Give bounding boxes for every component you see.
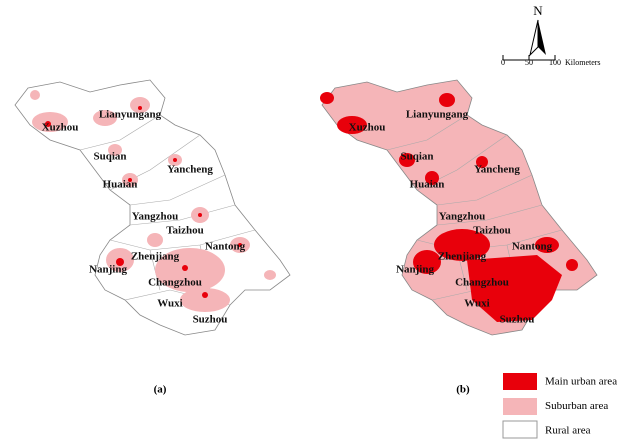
city-label: Yangzhou	[439, 211, 485, 223]
panel-label: (b)	[456, 384, 470, 396]
legend-label: Main urban area	[545, 376, 617, 388]
city-label: Nanjing	[396, 264, 434, 276]
north-arrow: N	[529, 3, 546, 57]
map-a	[14, 79, 291, 336]
city-label: Xuzhou	[349, 122, 386, 134]
city-label: Changzhou	[148, 277, 202, 289]
city-label: Wuxi	[464, 298, 489, 310]
city-label: Lianyungang	[406, 109, 469, 121]
legend-label: Suburban area	[545, 400, 608, 412]
city-label: Lianyungang	[99, 109, 162, 121]
city-label: Suqian	[400, 151, 433, 163]
city-label: Nantong	[512, 241, 553, 253]
city-label: Xuzhou	[42, 122, 79, 134]
city-label: Taizhou	[473, 225, 511, 237]
scale-tick-label: 0	[501, 58, 505, 67]
city-label: Yancheng	[167, 164, 213, 176]
city-label: Huaian	[103, 179, 138, 191]
panel-label: (a)	[154, 384, 167, 396]
scale-bar: Kilometers	[502, 55, 601, 67]
city-label: Suqian	[93, 151, 126, 163]
city-label: Nanjing	[89, 264, 127, 276]
city-label: Changzhou	[455, 277, 509, 289]
legend-label: Rural area	[545, 425, 591, 437]
legend	[502, 373, 538, 439]
city-label: Suzhou	[500, 314, 535, 326]
north-label: N	[533, 3, 543, 18]
city-label: Nantong	[205, 241, 246, 253]
city-label: Zhenjiang	[438, 251, 487, 263]
city-label: Yancheng	[474, 164, 520, 176]
scale-unit: Kilometers	[565, 58, 601, 67]
city-label: Yangzhou	[132, 211, 178, 223]
city-label: Zhenjiang	[131, 251, 180, 263]
scale-tick-label: 100	[549, 58, 561, 67]
city-label: Suzhou	[193, 314, 228, 326]
scale-tick-label: 50	[525, 58, 533, 67]
map-b	[320, 79, 598, 336]
city-label: Wuxi	[157, 298, 182, 310]
city-label: Taizhou	[166, 225, 204, 237]
city-label: Huaian	[410, 179, 445, 191]
